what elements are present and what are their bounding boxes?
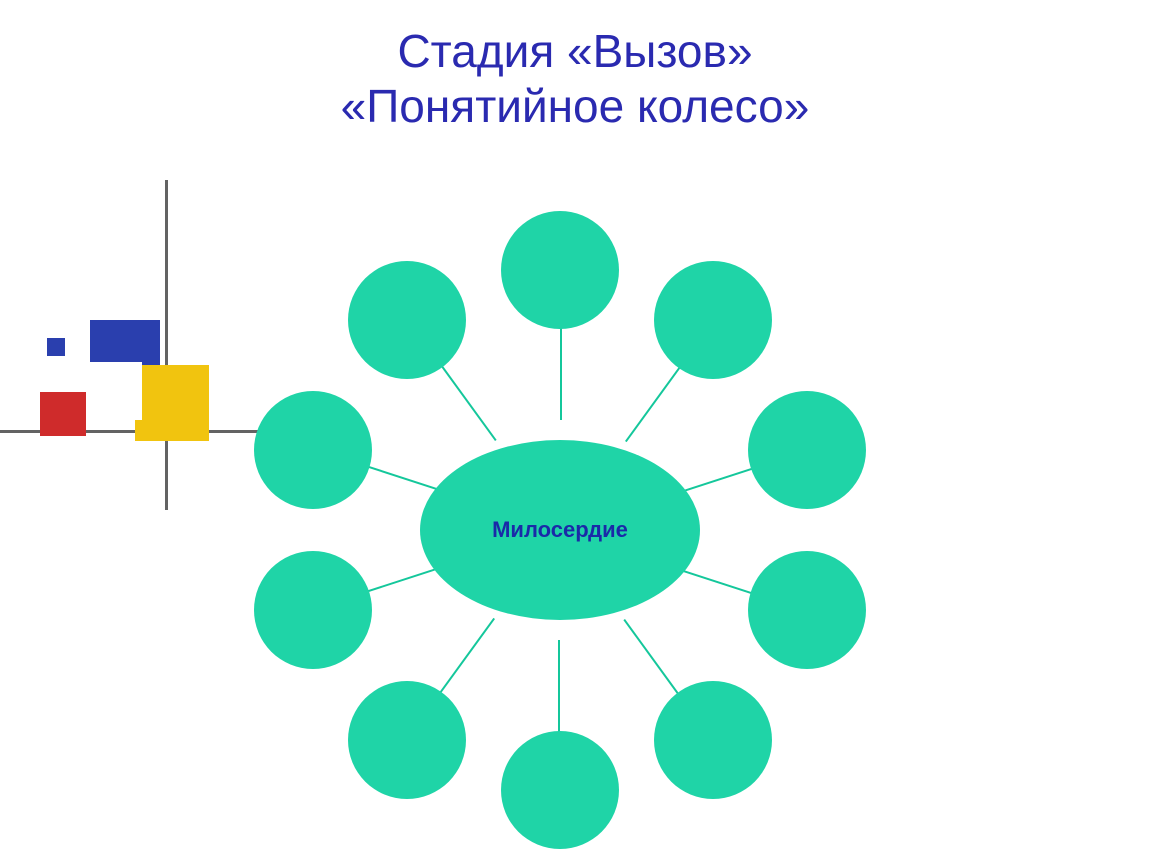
slide-title: Стадия «Вызов» «Понятийное колесо» [0, 24, 1150, 134]
wheel-petal [748, 391, 866, 509]
wheel-petal [501, 731, 619, 849]
wheel-petal [254, 551, 372, 669]
wheel-spoke [435, 618, 495, 700]
wheel-petal [501, 211, 619, 329]
deco-blue-small-square [47, 338, 65, 356]
wheel-petal [654, 681, 772, 799]
wheel-spoke [625, 360, 685, 442]
deco-yellow-square [135, 365, 209, 441]
deco-red-square [40, 392, 86, 436]
wheel-petal [748, 551, 866, 669]
wheel-spoke [623, 619, 683, 701]
wheel-petal [348, 681, 466, 799]
title-line-1: Стадия «Вызов» [397, 25, 752, 77]
wheel-center: Милосердие [420, 440, 700, 620]
wheel-petal [348, 261, 466, 379]
wheel-spoke [437, 359, 497, 441]
wheel-petal [254, 391, 372, 509]
deco-vertical-line [165, 180, 168, 510]
title-line-2: «Понятийное колесо» [341, 80, 810, 132]
deco-white-square [84, 362, 142, 420]
wheel-spoke [558, 640, 560, 740]
wheel-spoke [560, 320, 562, 420]
wheel-petal [654, 261, 772, 379]
wheel-center-label: Милосердие [492, 517, 628, 543]
